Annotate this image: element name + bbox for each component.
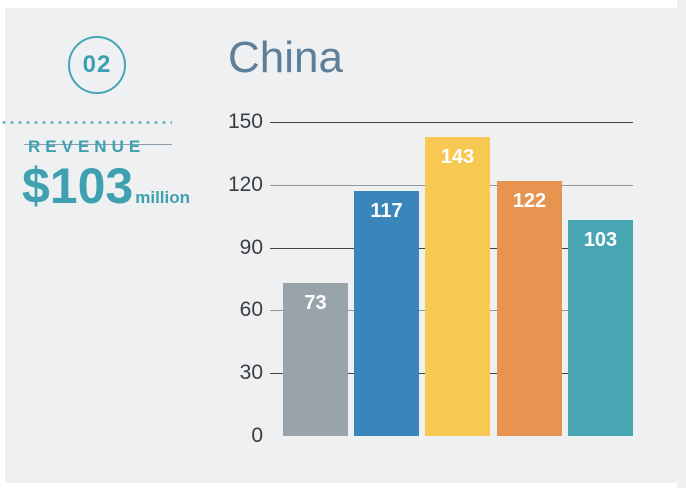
y-axis-tick-label: 150: [227, 110, 263, 133]
revenue-amount-unit: million: [135, 188, 191, 207]
bar-2: 117: [354, 191, 419, 436]
bar-1: 73: [283, 283, 348, 436]
dotted-divider: [0, 120, 172, 125]
y-axis-tick-label: 120: [227, 173, 263, 196]
slide-number: 02: [82, 51, 112, 78]
slide-number-badge: 02: [68, 36, 126, 94]
revenue-amount: $103 million: [22, 161, 190, 211]
bar-4: 122: [497, 181, 562, 436]
revenue-label: REVENUE: [28, 137, 146, 156]
bar-value-label: 103: [583, 229, 618, 251]
gridline-150: [270, 122, 633, 123]
bar-value-label: 117: [370, 200, 403, 222]
chart-title: China: [228, 33, 343, 82]
bar-3: 143: [425, 137, 490, 436]
next-slide-edge: [677, 0, 686, 488]
revenue-rule-line: [24, 144, 172, 145]
y-axis-tick-label: 90: [239, 236, 263, 259]
bar-value-label: 143: [440, 146, 475, 168]
bar-value-label: 122: [512, 190, 547, 212]
bar-5: 103: [568, 220, 633, 436]
y-axis-tick-label: 60: [239, 298, 263, 321]
revenue-amount-value: $103: [22, 158, 134, 214]
y-axis-tick-label: 30: [239, 361, 263, 384]
bar-value-label: 73: [304, 292, 327, 314]
y-axis-tick-label: 0: [251, 424, 263, 447]
